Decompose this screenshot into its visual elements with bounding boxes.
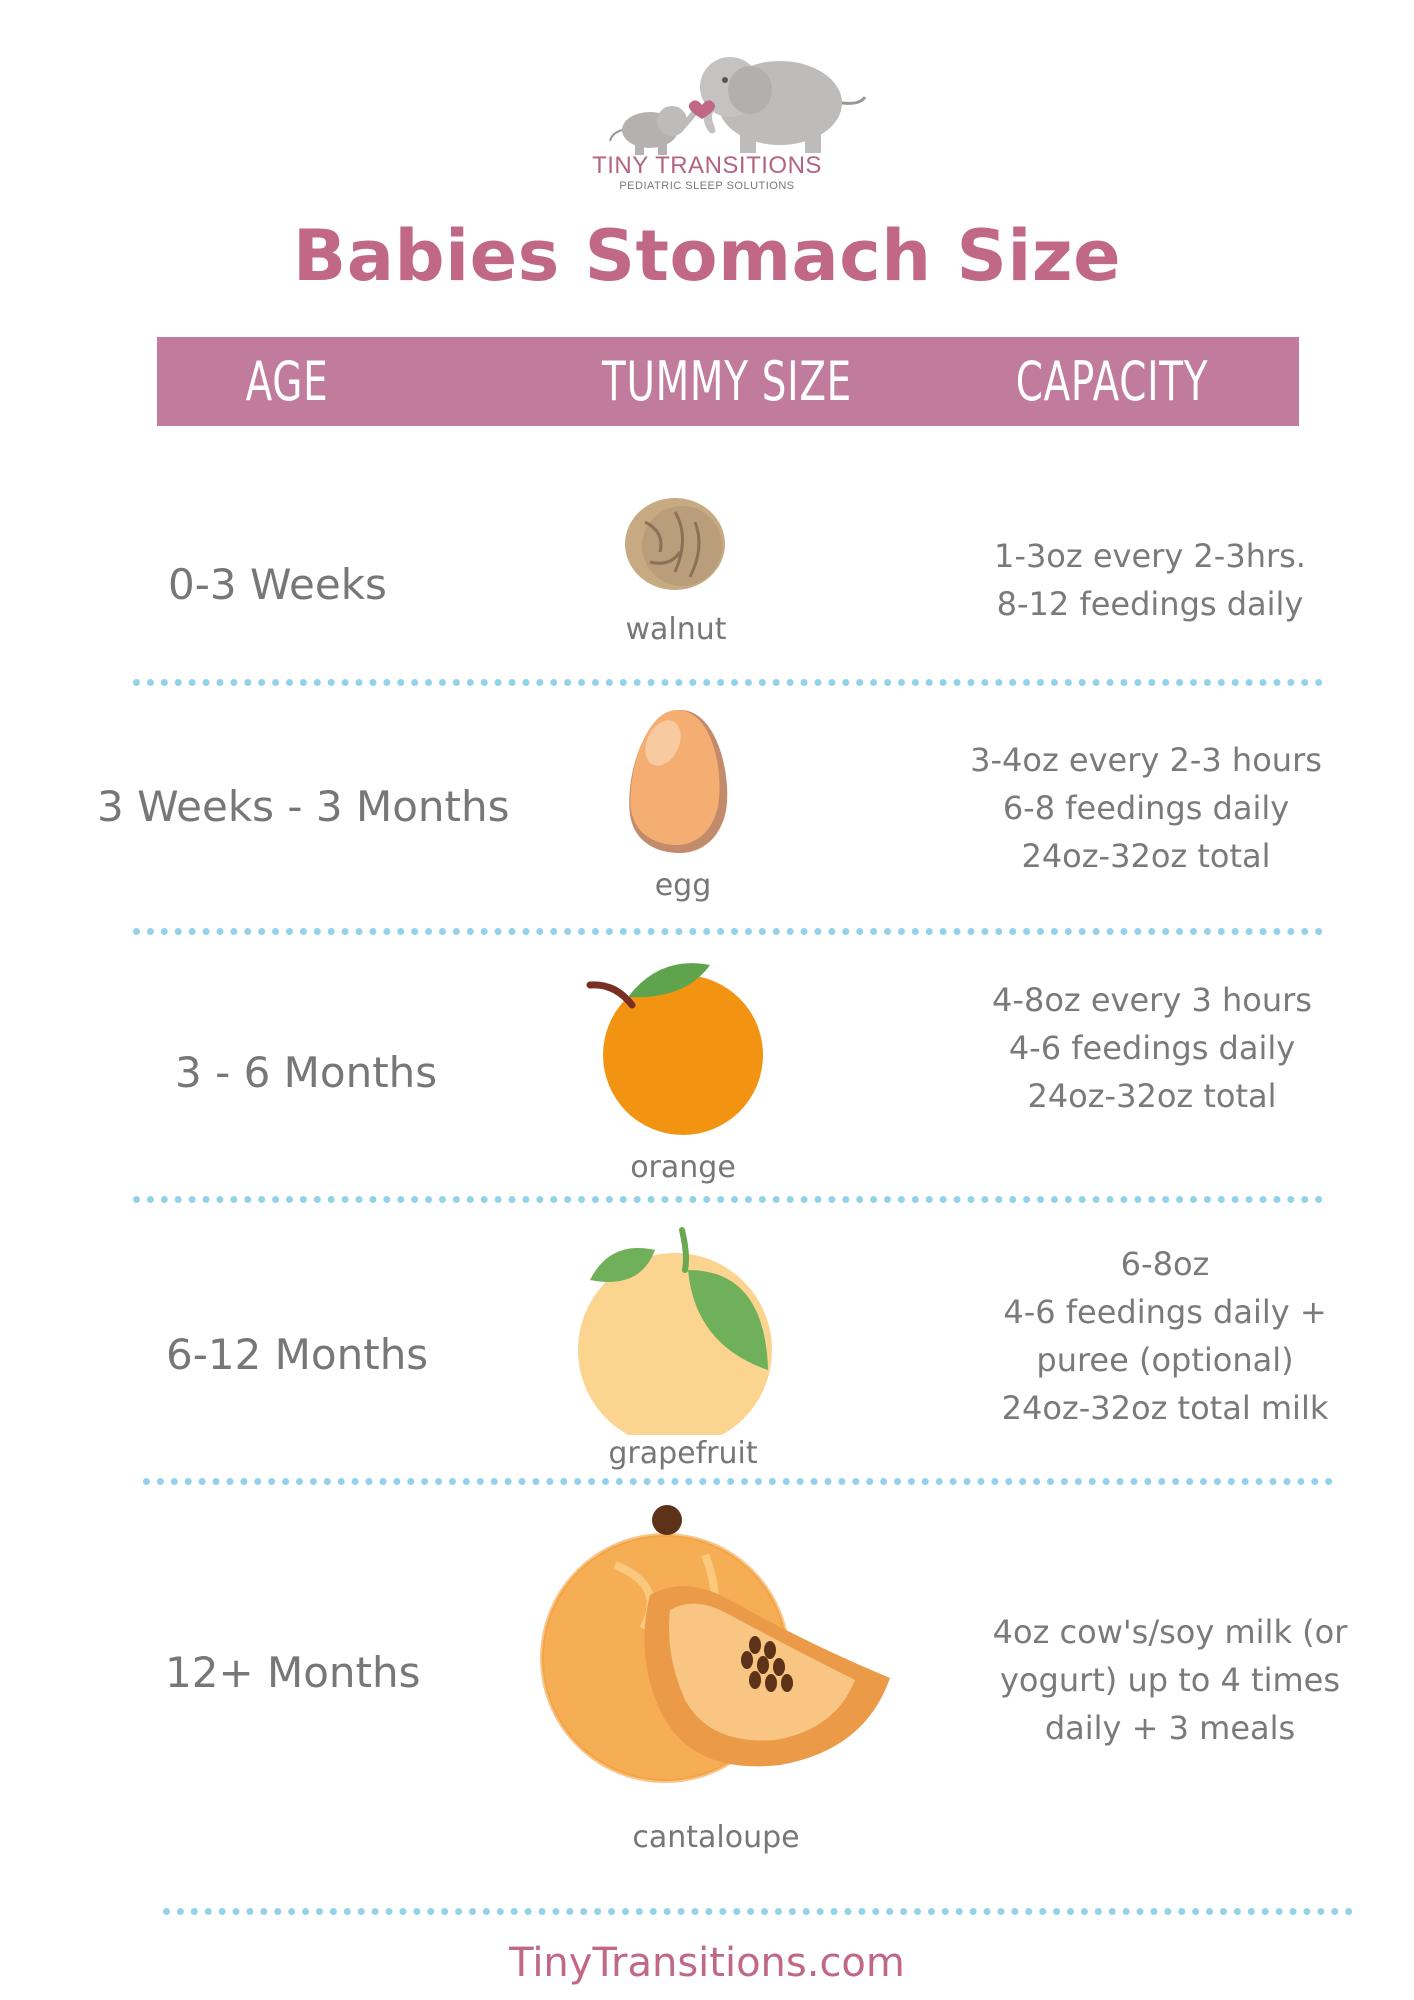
divider bbox=[143, 1478, 1333, 1485]
food-label: orange bbox=[630, 1150, 736, 1185]
capacity-line: puree (optional) bbox=[1036, 1341, 1294, 1379]
capacity-line: 24oz-32oz total bbox=[1027, 1077, 1277, 1115]
page-title: Babies Stomach Size bbox=[292, 215, 1122, 297]
capacity-line: daily + 3 meals bbox=[1044, 1709, 1296, 1747]
food-label: egg bbox=[654, 868, 712, 903]
capacity-line: 4-6 feedings daily + bbox=[1003, 1293, 1327, 1331]
divider bbox=[133, 679, 1323, 686]
walnut-icon bbox=[625, 498, 725, 590]
row-age: 3 Weeks - 3 Months bbox=[97, 782, 510, 831]
food-label: grapefruit bbox=[608, 1436, 758, 1471]
capacity-line: 8-12 feedings daily bbox=[996, 585, 1304, 623]
brand-name: TINY TRANSITIONS bbox=[592, 152, 822, 179]
header-capacity: CAPACITY bbox=[1015, 350, 1209, 413]
food-label: walnut bbox=[625, 612, 727, 647]
divider bbox=[163, 1908, 1353, 1915]
capacity-text: 3-4oz every 2-3 hours 6-8 feedings daily… bbox=[926, 736, 1366, 880]
capacity-line: 24oz-32oz total milk bbox=[1001, 1389, 1329, 1427]
row-age: 3 - 6 Months bbox=[175, 1048, 438, 1097]
grapefruit-icon bbox=[578, 1227, 772, 1435]
capacity-line: 4oz cow's/soy milk (or bbox=[992, 1613, 1348, 1651]
table-header: AGE TUMMY SIZE CAPACITY bbox=[157, 337, 1299, 426]
divider bbox=[133, 1196, 1323, 1203]
capacity-text: 4oz cow's/soy milk (or yogurt) up to 4 t… bbox=[950, 1608, 1390, 1752]
brand-tagline: PEDIATRIC SLEEP SOLUTIONS bbox=[619, 180, 795, 192]
cantaloupe-icon bbox=[540, 1505, 890, 1783]
capacity-line: 3-4oz every 2-3 hours bbox=[970, 741, 1322, 779]
header-tummy-size: TUMMY SIZE bbox=[602, 350, 852, 413]
row-age: 6-12 Months bbox=[166, 1330, 429, 1379]
capacity-line: 1-3oz every 2-3hrs. bbox=[994, 537, 1306, 575]
capacity-line: 4-8oz every 3 hours bbox=[992, 981, 1312, 1019]
food-label: cantaloupe bbox=[632, 1820, 800, 1855]
capacity-line: 24oz-32oz total bbox=[1021, 837, 1271, 875]
capacity-line: 6-8oz bbox=[1120, 1245, 1210, 1283]
row-age: 12+ Months bbox=[165, 1648, 421, 1697]
footer-website-link[interactable]: TinyTransitions.com bbox=[509, 1940, 905, 1986]
capacity-text: 4-8oz every 3 hours 4-6 feedings daily 2… bbox=[932, 976, 1372, 1120]
orange-icon bbox=[586, 963, 763, 1135]
row-age: 0-3 Weeks bbox=[168, 560, 387, 609]
capacity-text: 1-3oz every 2-3hrs. 8-12 feedings daily bbox=[930, 532, 1370, 628]
egg-icon bbox=[629, 710, 728, 853]
capacity-text: 6-8oz 4-6 feedings daily + puree (option… bbox=[945, 1240, 1385, 1432]
capacity-line: 4-6 feedings daily bbox=[1008, 1029, 1296, 1067]
elephant-mother-baby-icon bbox=[609, 57, 867, 155]
capacity-line: 6-8 feedings daily bbox=[1002, 789, 1290, 827]
divider bbox=[133, 928, 1323, 935]
capacity-line: yogurt) up to 4 times bbox=[999, 1661, 1341, 1699]
header-age: AGE bbox=[245, 350, 329, 413]
